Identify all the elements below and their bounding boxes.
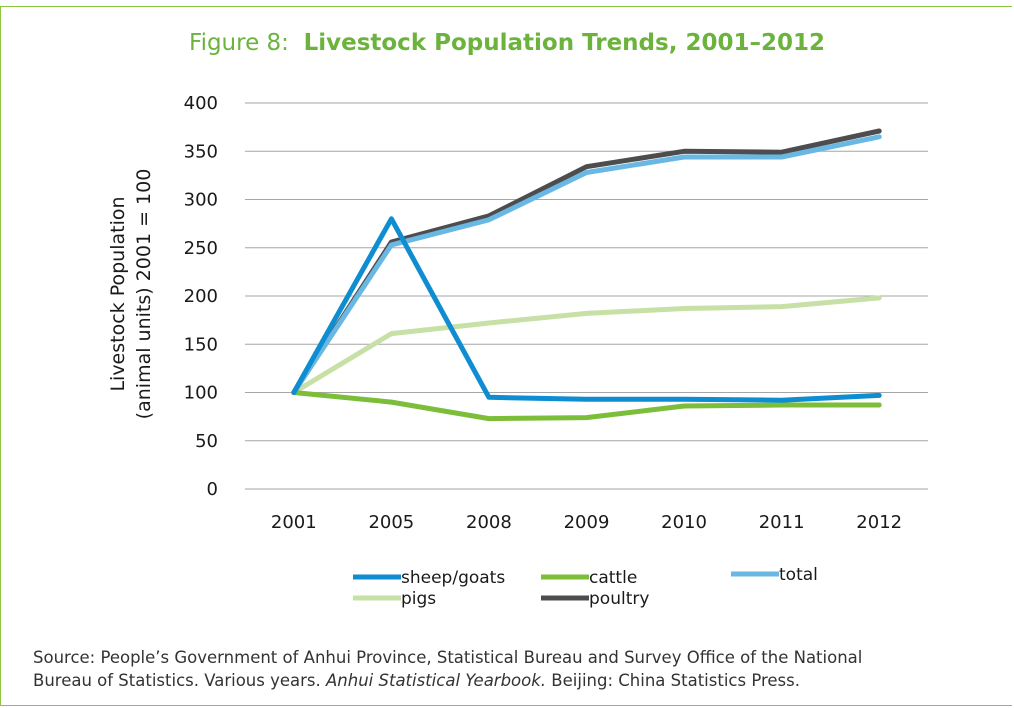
source-line-2: Bureau of Statistics. Various years. Anh… xyxy=(33,669,993,692)
x-tick-label: 2009 xyxy=(564,512,610,533)
figure-title-text: Livestock Population Trends, 2001–2012 xyxy=(303,30,825,56)
y-tick-label: 50 xyxy=(195,431,218,452)
x-tick-label: 2011 xyxy=(759,512,805,533)
y-tick-label: 200 xyxy=(184,286,218,307)
series-line-total xyxy=(291,134,882,395)
figure-label: Figure 8: xyxy=(189,30,289,56)
y-axis-title-line1: Livestock Population xyxy=(107,196,129,391)
legend-label-total: total xyxy=(779,565,818,585)
source-line-2-pre: Bureau of Statistics. Various years. xyxy=(33,671,327,690)
series-line-sheep-goats xyxy=(291,216,882,403)
y-tick-label: 250 xyxy=(184,238,218,259)
y-axis-ticks: 0 50 100 150 200 250 300 350 400 xyxy=(184,93,218,500)
y-tick-label: 350 xyxy=(184,141,218,162)
x-tick-label: 2008 xyxy=(466,512,512,533)
y-tick-label: 150 xyxy=(184,334,218,355)
gridlines xyxy=(245,102,928,490)
figure-frame xyxy=(0,6,1012,706)
legend-label-sheep-goats: sheep/goats xyxy=(401,568,505,588)
legend-label-cattle: cattle xyxy=(589,568,637,588)
y-tick-label: 400 xyxy=(184,93,218,114)
series-line-cattle xyxy=(291,390,882,422)
x-tick-label: 2005 xyxy=(368,512,414,533)
source-yearbook-title: Anhui Statistical Yearbook. xyxy=(326,671,547,690)
y-tick-label: 300 xyxy=(184,190,218,211)
source-line-1: Source: People’s Government of Anhui Pro… xyxy=(33,648,863,667)
y-tick-label: 0 xyxy=(207,479,218,500)
source-note: Source: People’s Government of Anhui Pro… xyxy=(33,646,993,692)
legend-label-poultry: poultry xyxy=(589,589,649,609)
legend-label-pigs: pigs xyxy=(401,589,436,609)
y-axis-title-line2: (animal units) 2001 = 100 xyxy=(133,169,155,420)
x-tick-label: 2001 xyxy=(271,512,317,533)
y-tick-label: 100 xyxy=(184,383,218,404)
series-lines xyxy=(291,128,882,422)
source-line-2-post: Beijing: China Statistics Press. xyxy=(546,671,800,690)
legend: sheep/goats cattle total pigs poultry xyxy=(353,565,818,609)
x-tick-label: 2010 xyxy=(661,512,707,533)
x-axis-ticks: 2001 2005 2008 2009 2010 2011 2012 xyxy=(271,512,902,533)
x-tick-label: 2012 xyxy=(856,512,902,533)
series-line-poultry xyxy=(291,128,882,395)
series-line-pigs xyxy=(291,295,882,395)
figure-title: Figure 8: Livestock Population Trends, 2… xyxy=(0,30,1014,56)
